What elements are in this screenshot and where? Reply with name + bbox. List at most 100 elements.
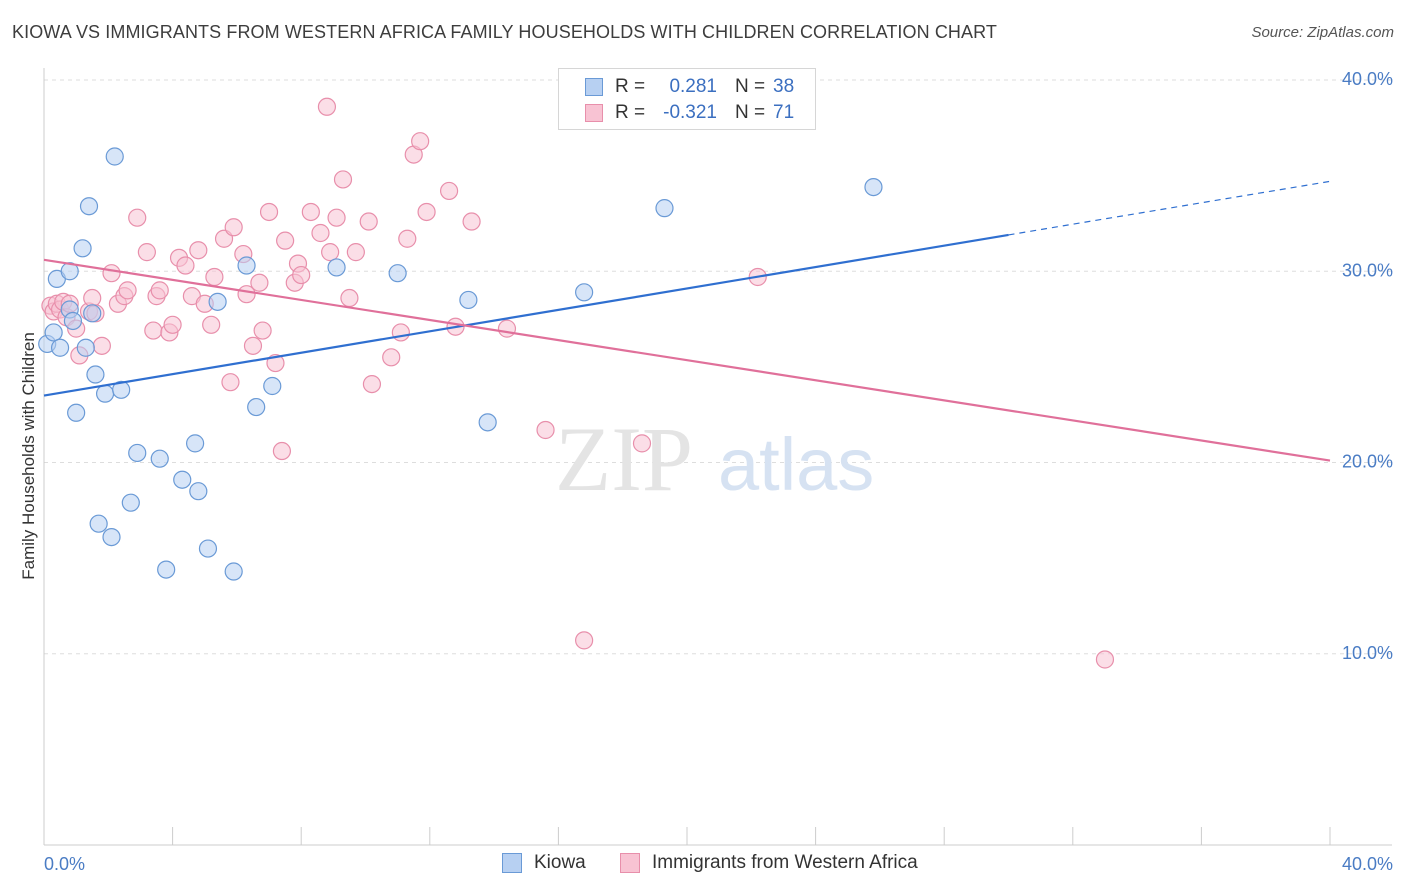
kiowa-point-12: [86, 365, 105, 384]
kiowa-point-34: [478, 413, 497, 432]
kiowa-point-37: [864, 178, 883, 197]
western-africa-point-65: [536, 420, 555, 440]
kiowa-point-17: [112, 380, 131, 399]
x-tick-label-1: 40.0%: [1342, 854, 1393, 874]
legend-n-key: N =: [735, 76, 766, 97]
western-africa-point-25: [176, 256, 195, 275]
western-africa-point-56: [391, 323, 410, 342]
legend-label-western-africa: Immigrants from Western Africa: [652, 852, 918, 873]
legend-swatch-western-africa: [620, 853, 640, 873]
kiowa-point-19: [128, 443, 147, 463]
legend-row-kiowa: R = 0.281 N = 38: [585, 75, 794, 99]
kiowa-point-10: [79, 197, 99, 216]
western-africa-point-66: [575, 631, 594, 650]
western-africa-point-69: [1095, 650, 1115, 669]
legend-label-kiowa: Kiowa: [534, 852, 586, 873]
western-africa-point-19: [144, 321, 163, 340]
kiowa-point-11: [83, 304, 102, 323]
western-africa-point-16: [118, 281, 137, 300]
kiowa-trend-line: [43, 233, 1009, 397]
legend-r-key: R =: [615, 102, 646, 123]
western-africa-point-49: [327, 208, 346, 227]
legend-row-western-africa: R = -0.321 N = 71: [585, 101, 794, 125]
western-africa-point-47: [311, 223, 330, 243]
western-africa-point-30: [205, 267, 224, 287]
kiowa-point-9: [76, 338, 95, 357]
western-africa-point-32: [221, 373, 240, 392]
series-legend: Kiowa Immigrants from Western Africa: [0, 852, 1406, 876]
legend-n-value: 71: [773, 102, 795, 123]
kiowa-point-16: [105, 147, 124, 166]
y-tick-label-0: 10.0%: [1342, 643, 1393, 663]
western-africa-point-67: [632, 434, 652, 453]
kiowa-point-7: [67, 403, 86, 422]
western-africa-point-53: [359, 212, 378, 231]
kiowa-point-33: [459, 290, 478, 310]
y-tick-label-1: 20.0%: [1342, 452, 1393, 472]
legend-item-kiowa[interactable]: Kiowa: [502, 852, 586, 874]
y-axis-label: Family Households with Children: [19, 332, 38, 580]
western-africa-point-21: [150, 281, 169, 300]
series-western-africa-points: [41, 97, 1115, 669]
kiowa-point-6: [63, 311, 83, 331]
western-africa-point-46: [301, 202, 320, 222]
kiowa-point-1: [44, 323, 63, 342]
series-kiowa-points: [38, 147, 883, 581]
kiowa-point-15: [102, 527, 121, 547]
kiowa-point-31: [327, 258, 346, 277]
western-africa-point-50: [333, 170, 353, 189]
kiowa-point-30: [263, 376, 282, 396]
source-credit: Source: ZipAtlas.com: [1251, 24, 1394, 41]
western-africa-point-57: [398, 229, 417, 248]
watermark-zip: ZIP: [555, 408, 693, 510]
x-tick-label-0: 0.0%: [44, 854, 85, 874]
kiowa-point-35: [575, 283, 594, 302]
western-africa-point-37: [250, 273, 269, 292]
legend-n-key: N =: [735, 102, 766, 123]
trend-lines: [43, 180, 1331, 462]
kiowa-point-36: [655, 199, 674, 218]
western-africa-point-23: [163, 315, 182, 334]
western-africa-point-39: [259, 202, 279, 222]
kiowa-point-25: [198, 539, 218, 558]
y-tick-label-2: 30.0%: [1342, 260, 1393, 280]
kiowa-point-23: [186, 434, 205, 453]
western-africa-point-60: [417, 202, 436, 222]
western-africa-trend-line: [43, 258, 1331, 462]
kiowa-point-18: [121, 493, 140, 512]
kiowa-trend-extension: [1008, 180, 1331, 236]
kiowa-point-32: [388, 264, 407, 283]
legend-r-value: 0.281: [669, 76, 717, 97]
western-africa-point-41: [272, 441, 292, 461]
western-africa-point-48: [321, 243, 340, 262]
stats-legend: R = 0.281 N = 38 R = -0.321 N = 71: [558, 68, 816, 130]
western-africa-point-45: [292, 265, 311, 285]
axes: [43, 68, 1392, 846]
legend-r-value: -0.321: [663, 102, 717, 123]
legend-swatch-kiowa: [502, 853, 522, 873]
kiowa-point-21: [157, 560, 176, 579]
western-africa-point-18: [137, 243, 156, 262]
western-africa-point-29: [202, 315, 221, 334]
kiowa-point-14: [95, 384, 115, 403]
chart-title: KIOWA VS IMMIGRANTS FROM WESTERN AFRICA …: [12, 22, 998, 42]
kiowa-point-29: [247, 397, 266, 417]
western-africa-point-33: [224, 218, 243, 237]
kiowa-point-20: [150, 449, 169, 468]
kiowa-point-8: [73, 239, 92, 258]
western-africa-point-54: [362, 374, 382, 394]
western-africa-point-59: [411, 132, 430, 151]
y-tick-label-3: 40.0%: [1342, 69, 1393, 89]
western-africa-point-51: [340, 288, 359, 308]
western-africa-point-63: [462, 212, 481, 231]
grid-lines: [44, 79, 1392, 655]
western-africa-point-70: [317, 97, 337, 116]
kiowa-point-24: [189, 482, 208, 501]
western-africa-point-12: [92, 336, 111, 355]
western-africa-point-10: [83, 288, 102, 308]
legend-item-western-africa[interactable]: Immigrants from Western Africa: [620, 852, 918, 874]
kiowa-point-28: [237, 256, 256, 275]
watermark-atlas: atlas: [718, 423, 874, 506]
western-africa-point-13: [102, 264, 121, 283]
